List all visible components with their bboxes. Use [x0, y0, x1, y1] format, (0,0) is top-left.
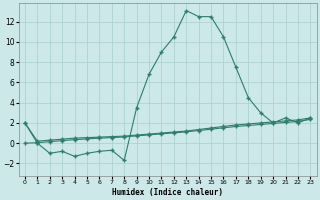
X-axis label: Humidex (Indice chaleur): Humidex (Indice chaleur)	[112, 188, 223, 197]
